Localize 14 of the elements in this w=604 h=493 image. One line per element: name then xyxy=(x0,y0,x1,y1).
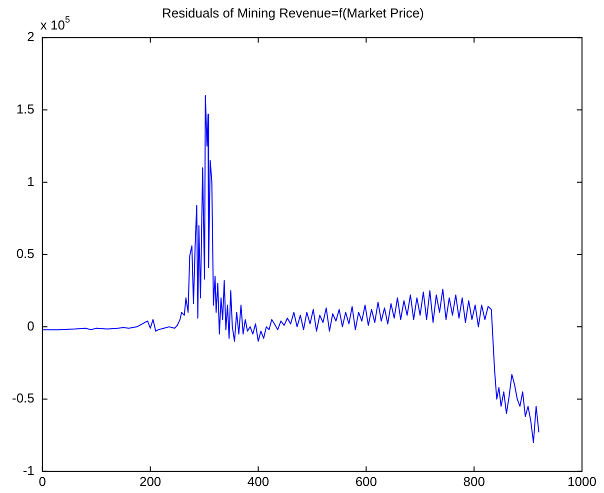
y-tick-label: -0.5 xyxy=(12,390,34,406)
x-tick-label: 800 xyxy=(463,474,485,489)
y-tick-label: 0.5 xyxy=(16,246,34,262)
x-tick-label: 400 xyxy=(247,474,270,489)
x-tick-label: 600 xyxy=(355,474,378,489)
y-tick-label: 1 xyxy=(27,174,34,189)
chart-title: Residuals of Mining Revenue=f(Market Price) xyxy=(162,5,424,20)
y-tick-label: 0 xyxy=(27,318,34,334)
x-tick-label: 1000 xyxy=(568,474,596,489)
y-tick-label: -1 xyxy=(22,462,34,478)
y-tick-label: 2 xyxy=(27,29,34,44)
y-tick-label: 1.5 xyxy=(16,101,34,116)
x-tick-label: 0 xyxy=(38,474,46,489)
x-tick-label: 200 xyxy=(139,474,162,489)
